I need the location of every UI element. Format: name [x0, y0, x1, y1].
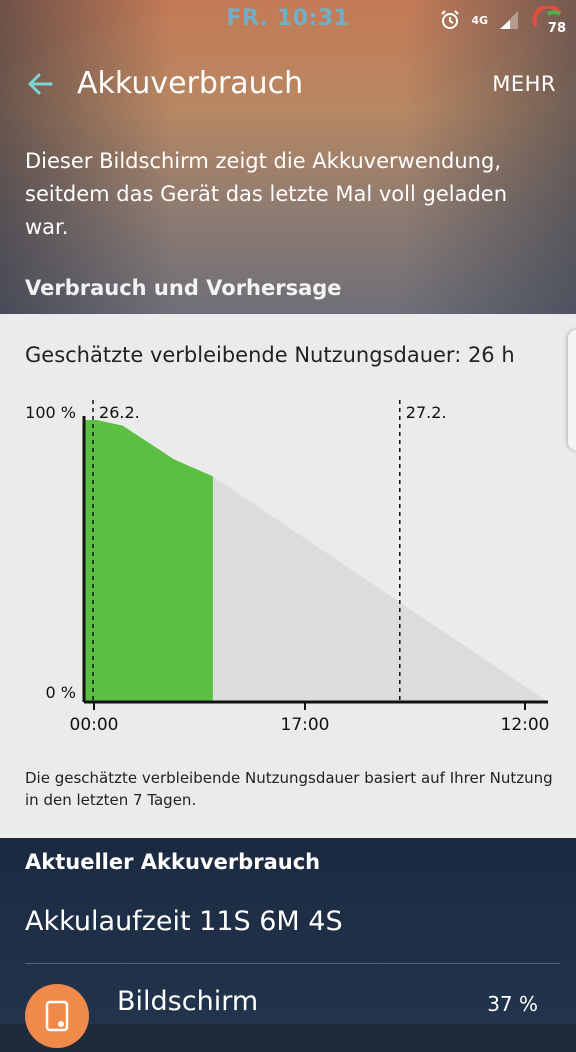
- status-bar: FR. 10:31 4G 78: [0, 0, 576, 40]
- back-arrow-icon: [28, 73, 53, 95]
- network-4g-icon: 4G: [471, 13, 488, 27]
- description-text: Dieser Bildschirm zeigt die Akkuverwendu…: [25, 149, 508, 239]
- edge-panel-handle[interactable]: [568, 330, 576, 450]
- screen-brightness-icon: [25, 984, 89, 1048]
- battery-runtime: Akkulaufzeit 11S 6M 4S: [25, 906, 343, 937]
- current-usage-heading: Aktueller Akkuverbrauch: [25, 850, 321, 874]
- alarm-icon: [441, 10, 460, 29]
- estimate-footnote: Die geschätzte verbleibende Nutzungsdaue…: [25, 769, 553, 809]
- status-time: FR. 10:31: [226, 6, 350, 31]
- x-tick-label: 17:00: [281, 715, 330, 735]
- battery-level: 78: [547, 21, 566, 36]
- back-button[interactable]: [22, 66, 58, 102]
- usage-item-value: 37 %: [487, 992, 538, 1016]
- usage-item-label: Bildschirm: [117, 986, 259, 1017]
- remaining-estimate: Geschätzte verbleibende Nutzungsdauer: 2…: [25, 343, 515, 367]
- current-usage-panel: [0, 838, 576, 1024]
- y-tick-label: 100 %: [25, 403, 76, 422]
- divider: [25, 963, 560, 964]
- prediction-area: [212, 476, 548, 702]
- page-title: Akkuverbrauch: [77, 66, 304, 101]
- y-tick-label: 0 %: [46, 683, 76, 702]
- more-button[interactable]: MEHR: [492, 72, 556, 96]
- battery-icon: 78: [530, 4, 566, 36]
- x-tick-label: 12:00: [501, 715, 550, 735]
- day-marker-label: 27.2.: [406, 403, 447, 422]
- actual-usage-area: [84, 420, 213, 702]
- usage-section-heading: Verbrauch und Vorhersage: [25, 276, 342, 300]
- status-icons: 4G 78: [439, 4, 566, 36]
- header-background: [0, 0, 576, 314]
- day-marker-label: 26.2.: [99, 403, 140, 422]
- signal-icon: [500, 11, 518, 29]
- battery-chart: 100 % 0 % 26.2. 27.2. 00:00 17:00 12:00: [25, 400, 550, 735]
- app-bar: Akkuverbrauch MEHR: [0, 52, 576, 116]
- x-tick-label: 00:00: [70, 715, 119, 735]
